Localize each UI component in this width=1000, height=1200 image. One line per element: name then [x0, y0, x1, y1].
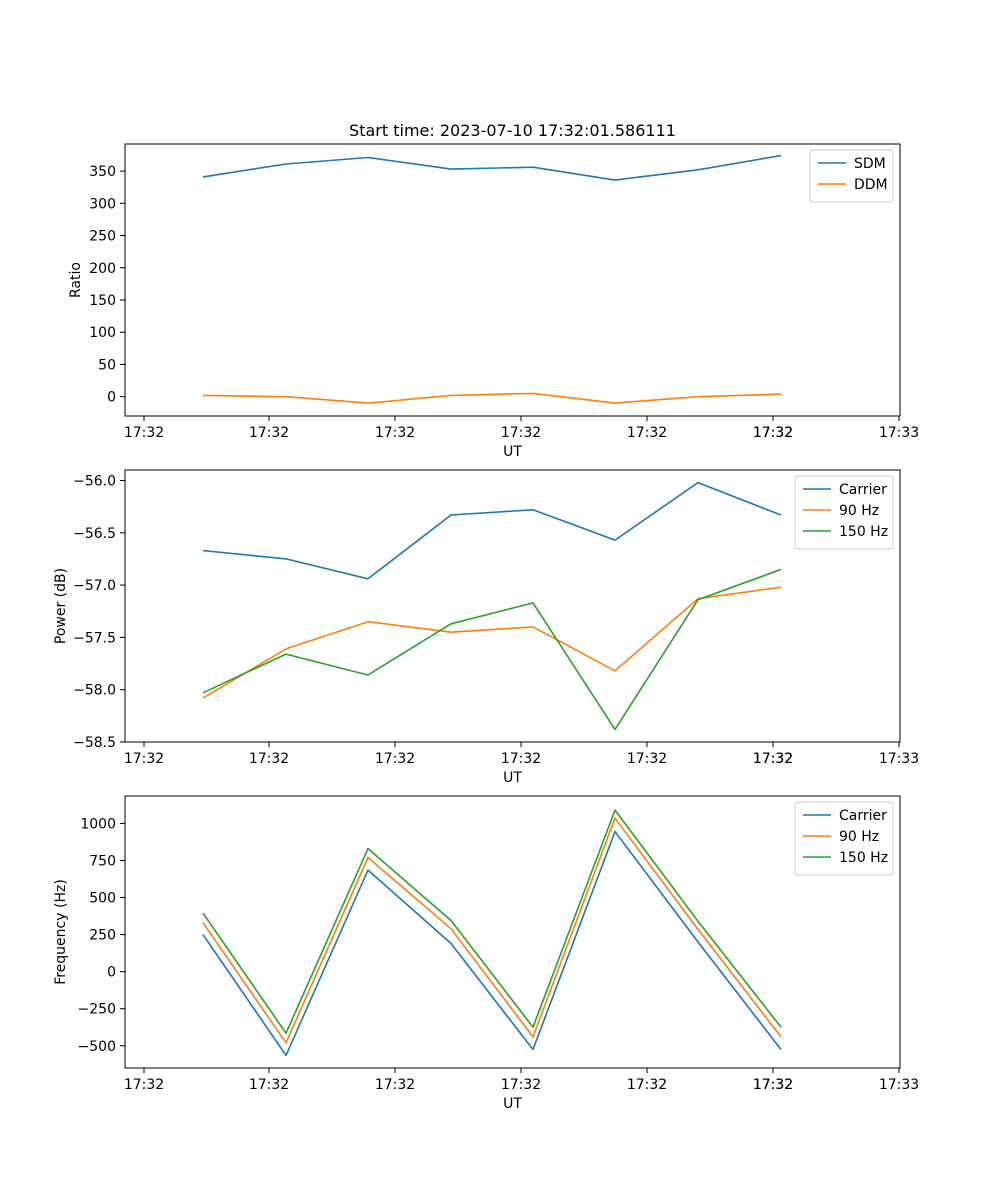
series-line-150-hz [202, 568, 782, 731]
series-line-90-hz [202, 586, 782, 699]
x-tick-label: 17:32 [753, 1077, 793, 1093]
series-line-carrier [202, 830, 782, 1057]
legend-label: Carrier [839, 808, 887, 824]
x-tick-label: 17:32 [501, 425, 541, 441]
legend: SDM DDM [809, 149, 894, 203]
y-tick-label: 50 [98, 357, 116, 373]
chart-title: Start time: 2023-07-10 17:32:01.586111 [349, 121, 676, 140]
y-tick-label: −56.5 [73, 526, 116, 542]
x-tick-label: 17:32 [501, 1077, 541, 1093]
x-tick-label: 17:33 [879, 1077, 919, 1093]
y-tick-label: −250 [78, 1002, 116, 1018]
x-tick-label: 17:32 [627, 751, 667, 767]
x-tick-label: 17:32 [124, 751, 164, 767]
x-tick-label: 17:32 [375, 751, 415, 767]
series-line-carrier [202, 481, 782, 580]
y-tick-label: 0 [107, 965, 116, 981]
legend-label: 90 Hz [839, 503, 879, 519]
legend-label: Carrier [839, 482, 887, 498]
legend-label: 150 Hz [839, 850, 888, 866]
x-tick-label: 17:33 [879, 425, 919, 441]
x-tick-label: 17:32 [753, 425, 793, 441]
series-line-150-hz [202, 809, 782, 1034]
x-tick-label: 17:32 [124, 1077, 164, 1093]
x-tick-label: 17:32 [627, 425, 667, 441]
series-line-90-hz [202, 817, 782, 1044]
x-tick-label: 17:32 [375, 425, 415, 441]
y-axis-label: Ratio [68, 262, 84, 298]
x-tick-label: 17:32 [249, 425, 289, 441]
series-line-sdm [202, 154, 782, 181]
plot-frame [124, 143, 901, 417]
chart-panel-1: Start time: 2023-07-10 17:32:01.586111 17… [68, 121, 919, 460]
y-tick-label: 0 [107, 390, 116, 406]
legend-label: SDM [854, 156, 886, 172]
legend-label: 150 Hz [839, 524, 888, 540]
x-tick-label: 17:33 [879, 751, 919, 767]
legend: Carrier 90 Hz 150 Hz [794, 475, 894, 550]
y-tick-label: 200 [89, 261, 116, 277]
x-tick-label: 17:32 [753, 751, 793, 767]
legend-label: 90 Hz [839, 829, 879, 845]
legend: Carrier 90 Hz 150 Hz [794, 801, 894, 876]
y-tick-label: −500 [78, 1039, 116, 1055]
x-axis-label: UT [503, 1096, 522, 1112]
x-tick-label: 17:32 [375, 1077, 415, 1093]
y-tick-label: 300 [89, 196, 116, 212]
y-tick-label: 150 [89, 293, 116, 309]
y-tick-label: 250 [89, 229, 116, 245]
x-axis-label: UT [503, 770, 522, 786]
y-tick-label: −58.5 [73, 735, 116, 751]
y-tick-label: 1000 [80, 816, 116, 832]
y-tick-label: −56.0 [73, 473, 116, 489]
y-tick-label: 100 [89, 325, 116, 341]
x-tick-label: 17:32 [501, 751, 541, 767]
x-tick-label: 17:32 [753, 1077, 793, 1093]
x-tick-label: 17:32 [753, 751, 793, 767]
plot-frame [124, 469, 901, 743]
x-tick-label: 17:32 [249, 1077, 289, 1093]
y-tick-label: 750 [89, 853, 116, 869]
x-tick-label: 17:32 [627, 1077, 667, 1093]
x-axis-label: UT [503, 444, 522, 460]
x-tick-label: 17:32 [124, 425, 164, 441]
y-tick-label: −57.5 [73, 630, 116, 646]
x-tick-label: 17:32 [753, 425, 793, 441]
x-tick-label: 17:32 [249, 751, 289, 767]
legend-label: DDM [854, 177, 888, 193]
plot-frame [124, 795, 901, 1069]
y-tick-label: 350 [89, 164, 116, 180]
y-tick-label: −57.0 [73, 578, 116, 594]
y-axis-label: Frequency (Hz) [53, 879, 69, 985]
y-axis-label: Power (dB) [53, 568, 69, 644]
y-tick-label: −58.0 [73, 683, 116, 699]
y-tick-label: 500 [89, 891, 116, 907]
series-line-ddm [202, 392, 782, 404]
y-tick-label: 250 [89, 928, 116, 944]
